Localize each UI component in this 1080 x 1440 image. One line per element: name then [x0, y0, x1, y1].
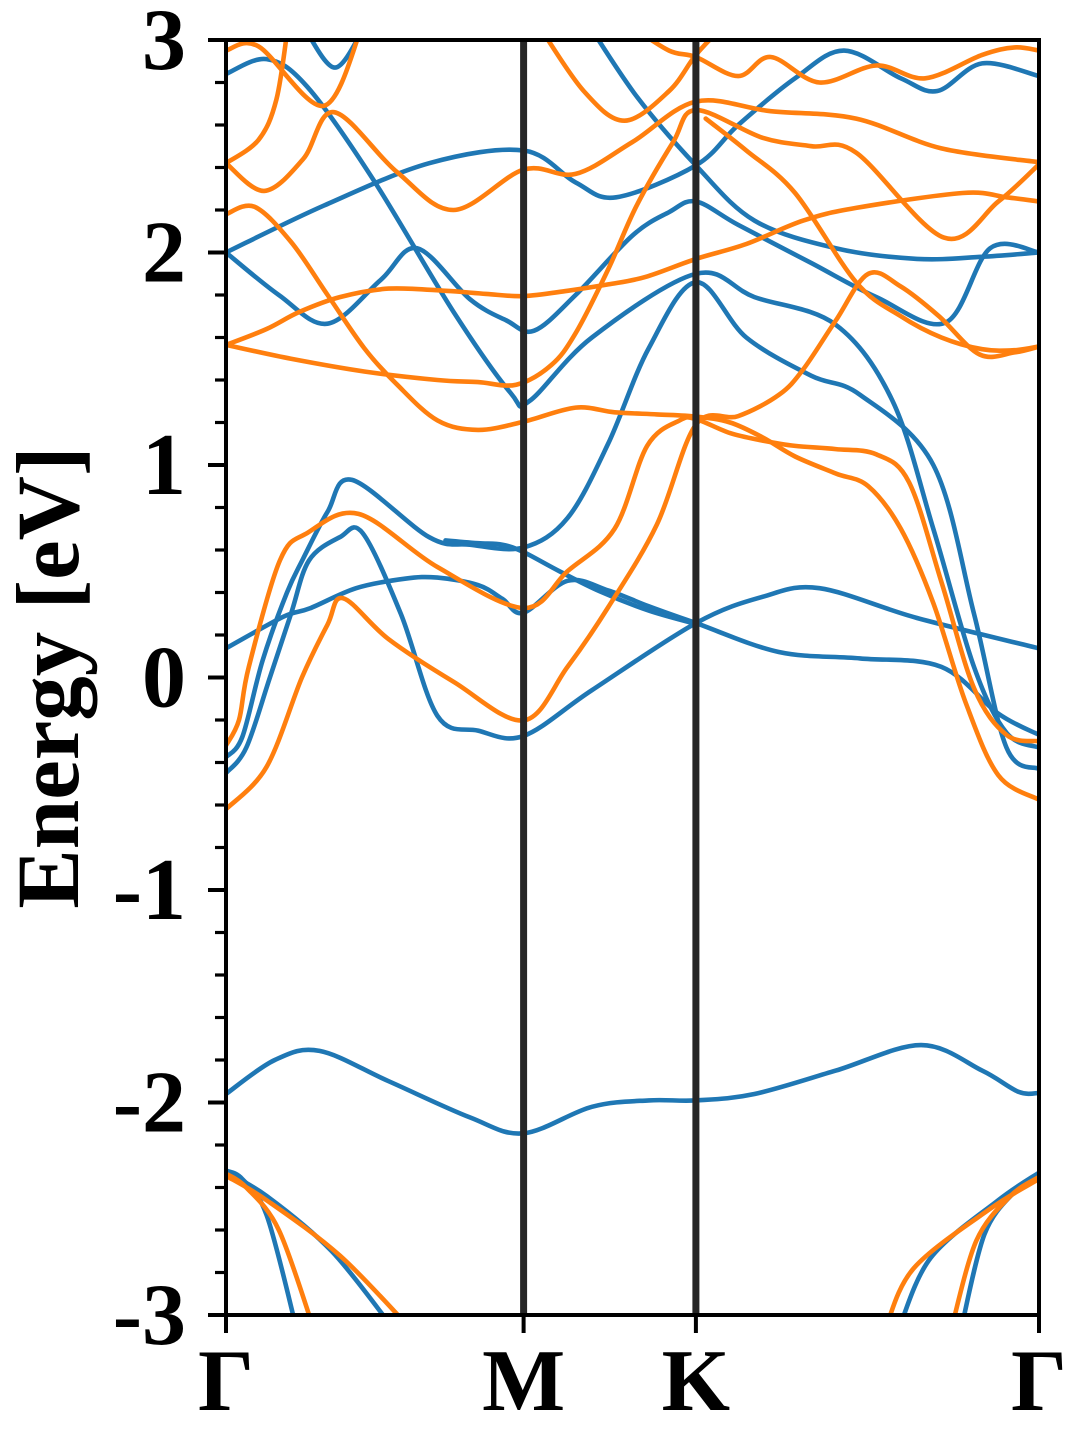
svg-text:M: M: [482, 1333, 565, 1430]
svg-text:2: 2: [142, 205, 186, 302]
svg-text:Γ: Γ: [198, 1333, 254, 1430]
svg-text:-3: -3: [113, 1267, 186, 1364]
svg-text:1: 1: [142, 417, 186, 514]
svg-text:3: 3: [142, 0, 186, 89]
svg-text:-1: -1: [113, 842, 186, 939]
svg-text:Γ: Γ: [1011, 1333, 1067, 1430]
svg-text:0: 0: [142, 630, 186, 727]
svg-text:-2: -2: [113, 1055, 186, 1152]
svg-text:Energy [eV]: Energy [eV]: [0, 446, 98, 908]
svg-text:K: K: [662, 1333, 730, 1430]
